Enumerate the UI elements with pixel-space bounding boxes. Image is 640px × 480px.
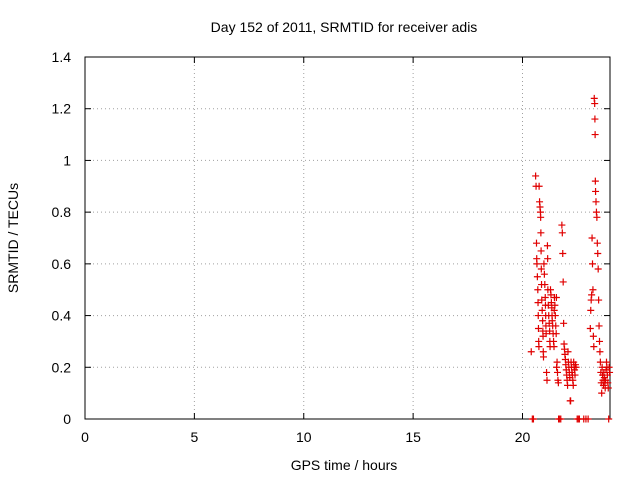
data-point [534,325,542,332]
data-point [541,293,549,301]
data-point [558,229,566,237]
data-point [605,415,613,423]
data-point [535,343,543,351]
x-tick-label: 10 [296,429,312,445]
data-point [535,182,543,190]
data-point [527,348,535,356]
data-point [587,306,595,314]
data-point [533,239,540,247]
y-tick-label: 0.2 [52,359,72,375]
y-tick-label: 0.6 [52,256,72,272]
data-point [571,371,579,379]
data-point [543,376,551,384]
data-point [534,299,542,307]
y-tick-label: 1.4 [52,49,72,65]
data-point [591,131,599,139]
axis-ticks [84,56,610,420]
tick-labels: 0 5 10 15 20 0 0.2 0.4 0.6 0.8 1 1.2 1.4 [52,49,531,445]
y-tick-label: 1.2 [52,101,72,117]
data-point [595,296,603,304]
data-point [593,239,601,247]
data-point [591,115,599,123]
data-point [558,221,566,229]
data-point [554,368,561,376]
y-tick-label: 0 [63,411,71,427]
data-point [554,379,562,387]
data-point [550,306,558,314]
data-point [594,250,602,258]
data-point [552,293,560,301]
data-points [527,94,614,423]
data-point [539,317,547,325]
data-point [538,306,546,314]
data-point [589,260,596,268]
data-point [595,322,603,330]
data-point [590,343,598,351]
data-point [594,265,602,273]
data-point [588,234,596,242]
data-point [596,337,603,345]
data-point [560,319,568,327]
data-point [596,358,604,366]
data-point [596,348,604,356]
data-point [541,281,549,289]
data-point [598,389,606,397]
data-point [543,368,551,376]
data-point [592,187,600,195]
x-tick-label: 15 [405,429,421,445]
data-point [551,301,559,309]
data-point [586,325,594,332]
data-point [537,265,545,273]
data-point [604,384,612,392]
data-point [589,286,597,294]
data-point [593,213,601,221]
y-tick-label: 0.4 [52,308,72,324]
chart-title: Day 152 of 2011, SRMTID for receiver adi… [211,19,478,35]
data-point [589,332,597,340]
y-tick-label: 1 [63,152,71,168]
data-point [572,363,580,371]
data-point [553,358,561,366]
x-axis-label: GPS time / hours [291,457,398,473]
data-point [552,330,560,338]
data-point [584,415,592,423]
y-tick-label: 0.8 [52,204,72,220]
data-point [529,415,537,423]
data-point [551,312,559,320]
data-point [540,270,548,278]
data-point [592,198,600,206]
data-point [569,381,577,389]
data-point [591,177,599,185]
x-tick-label: 0 [81,429,89,445]
data-point [606,368,614,376]
data-point [540,353,547,361]
x-tick-label: 20 [515,429,531,445]
data-point [534,312,542,320]
data-point [533,260,541,268]
data-point [534,286,542,294]
data-point [552,322,560,330]
data-point [557,415,565,423]
data-point [537,213,545,221]
data-point [559,278,567,286]
data-point [533,273,541,281]
y-axis-label: SRMTID / TECUs [5,183,21,293]
plot-frame [84,56,611,420]
data-point [532,172,540,180]
data-point [550,343,558,351]
x-tick-label: 5 [190,429,198,445]
data-point [559,250,567,258]
data-point [544,255,552,263]
data-point [537,229,545,237]
data-point [564,348,572,356]
data-point [588,291,596,299]
grid-lines [85,57,610,419]
data-point [543,242,551,250]
data-point [591,100,599,108]
data-point [537,247,545,255]
data-point [567,397,575,405]
data-point [540,260,548,268]
